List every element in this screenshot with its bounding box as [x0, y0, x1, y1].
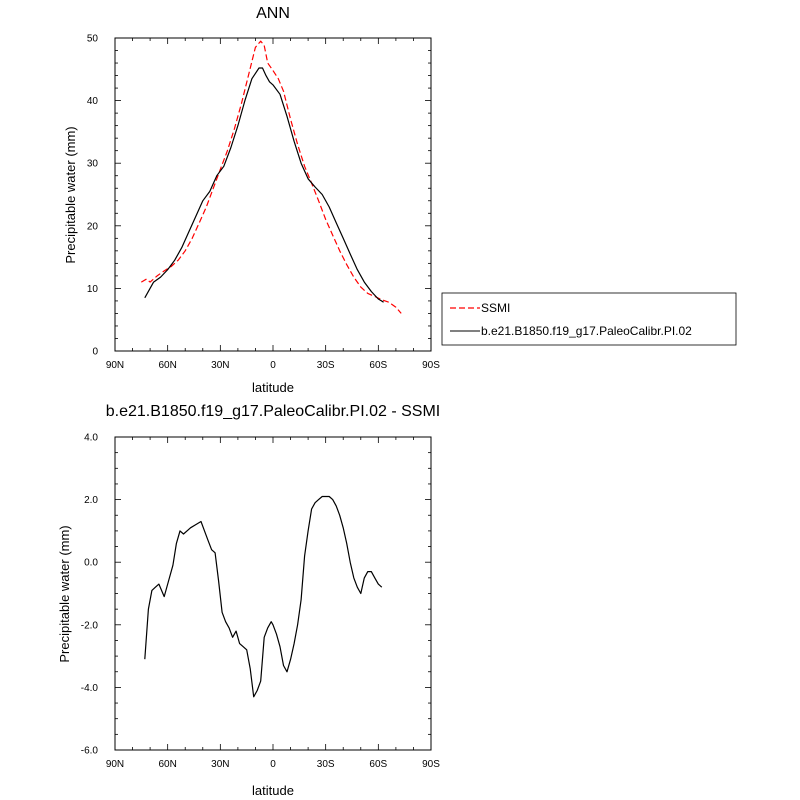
top-chart-legend: SSMI b.e21.B1850.f19_g17.PaleoCalibr.PI.… — [441, 292, 737, 346]
x-tick-label: 0 — [270, 360, 276, 371]
y-tick-label: 10 — [87, 284, 99, 295]
x-tick-label: 30N — [211, 759, 229, 770]
bottom-chart-title: b.e21.B1850.f19_g17.PaleoCalibr.PI.02 - … — [106, 403, 440, 420]
y-tick-label: 0.0 — [84, 558, 98, 569]
x-tick-label: 90S — [422, 759, 440, 770]
y-tick-label: 50 — [87, 34, 99, 45]
x-tick-label: 60N — [158, 759, 176, 770]
bottom-chart: b.e21.B1850.f19_g17.PaleoCalibr.PI.02 - … — [57, 403, 440, 798]
x-tick-label: 30S — [317, 360, 335, 371]
series-line-0-1 — [144, 67, 384, 303]
x-tick-label: 90N — [106, 759, 124, 770]
legend-box — [441, 292, 737, 346]
series-line-0-0 — [140, 40, 402, 314]
x-tick-label: 90N — [106, 360, 124, 371]
y-tick-label: 40 — [87, 96, 99, 107]
y-tick-label: 4.0 — [84, 433, 98, 444]
legend-label-model: b.e21.B1850.f19_g17.PaleoCalibr.PI.02 — [481, 324, 692, 338]
x-tick-label: 90S — [422, 360, 440, 371]
legend-label-ssmi: SSMI — [481, 301, 510, 315]
y-tick-label: -2.0 — [81, 620, 99, 631]
y-tick-label: 30 — [87, 159, 99, 170]
x-tick-label: 60N — [158, 360, 176, 371]
top-chart-y-axis-title: Precipitable water (mm) — [63, 126, 78, 263]
x-tick-label: 30N — [211, 360, 229, 371]
bottom-chart-x-axis-title: latitude — [252, 783, 294, 798]
y-tick-label: -6.0 — [81, 746, 99, 757]
x-tick-label: 0 — [270, 759, 276, 770]
top-chart: ANN 90N 60N 30N 0 30S 60S 90S 0 10 20 30 40 50 lati… — [63, 5, 737, 395]
x-tick-label: 60S — [369, 360, 387, 371]
bottom-chart-y-axis-title: Precipitable water (mm) — [57, 525, 72, 662]
top-chart-x-axis-title: latitude — [252, 380, 294, 395]
y-tick-label: 0 — [92, 347, 98, 358]
y-tick-label: 20 — [87, 221, 99, 232]
top-chart-title: ANN — [256, 5, 290, 22]
x-tick-label: 30S — [317, 759, 335, 770]
series-line-1-0 — [144, 495, 383, 698]
x-tick-label: 60S — [369, 759, 387, 770]
y-tick-label: 2.0 — [84, 495, 98, 506]
y-tick-label: -4.0 — [81, 683, 99, 694]
